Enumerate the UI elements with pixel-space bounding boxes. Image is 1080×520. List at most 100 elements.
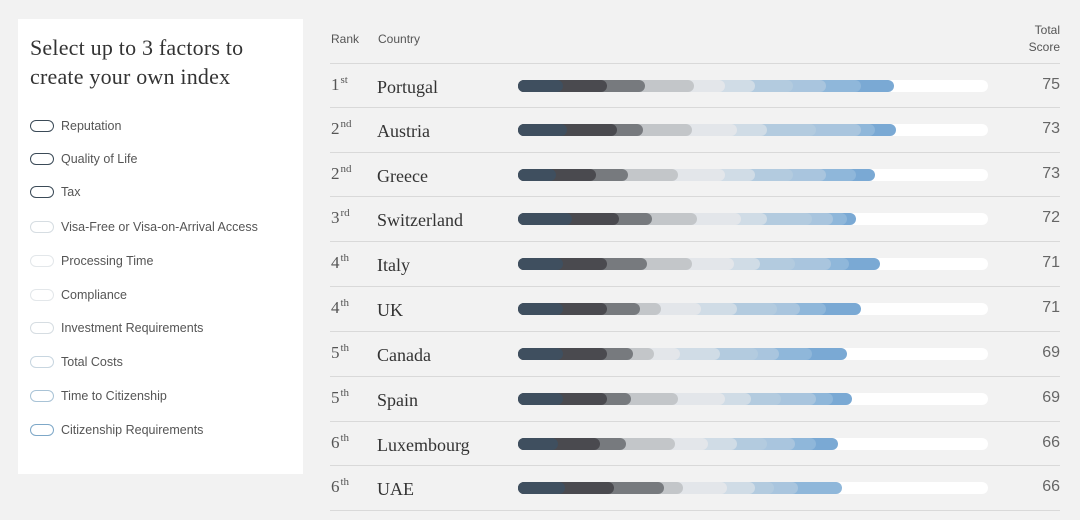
factor-toggle-citizenship-requirements[interactable]: Citizenship Requirements [30, 420, 203, 440]
total-score-cell: 66 [1042, 434, 1060, 451]
panel-title: Select up to 3 factors to create your ow… [30, 35, 244, 89]
rank-cell: 6th [331, 476, 350, 496]
table-row: 4th Italy 71 [330, 242, 1060, 287]
rank-cell: 6th [331, 432, 350, 452]
total-score-cell: 66 [1042, 478, 1060, 495]
total-score-cell: 72 [1042, 209, 1060, 226]
total-score-header-line2: Score [1028, 40, 1060, 54]
factor-toggle-tax[interactable]: Tax [30, 182, 80, 202]
row-divider [330, 465, 1060, 466]
country-cell: Austria [377, 121, 430, 141]
score-bar [518, 438, 988, 450]
rank-cell: 3rd [331, 207, 350, 227]
factor-label: Compliance [61, 288, 128, 302]
toggle-switch-icon[interactable] [30, 153, 54, 165]
score-bar-segment [518, 393, 563, 405]
row-divider [330, 241, 1060, 242]
country-cell: Italy [377, 255, 410, 275]
factor-toggle-total-costs[interactable]: Total Costs [30, 352, 123, 372]
country-cell: Portugal [377, 77, 438, 97]
score-bar-segment [518, 303, 563, 315]
factor-toggle-processing-time[interactable]: Processing Time [30, 251, 153, 271]
row-divider [330, 286, 1060, 287]
score-bar [518, 80, 988, 92]
score-bar [518, 258, 988, 270]
score-bar-segment [518, 348, 563, 360]
toggle-switch-icon[interactable] [30, 289, 54, 301]
country-column-header: Country [378, 32, 421, 46]
toggle-switch-icon[interactable] [30, 255, 54, 267]
factor-label: Reputation [61, 119, 122, 133]
row-divider [330, 376, 1060, 377]
country-cell: Luxembourg [377, 435, 470, 455]
total-score-column-header: Total Score [1029, 22, 1060, 56]
rank-cell: 5th [331, 342, 350, 362]
factor-toggle-reputation[interactable]: Reputation [30, 116, 121, 136]
score-bar [518, 393, 988, 405]
row-divider [330, 107, 1060, 108]
score-bar [518, 348, 988, 360]
score-bar-segment [518, 213, 573, 225]
factor-toggle-visa-access[interactable]: Visa-Free or Visa-on-Arrival Access [30, 217, 258, 237]
toggle-switch-icon[interactable] [30, 186, 54, 198]
score-bar-segment [518, 80, 563, 92]
score-bar-segment [518, 482, 565, 494]
factor-label: Processing Time [61, 254, 154, 268]
total-score-header-line1: Total [1034, 23, 1060, 37]
factor-toggle-time-to-citizenship[interactable]: Time to Citizenship [30, 386, 167, 406]
factor-label: Time to Citizenship [61, 389, 167, 403]
toggle-switch-icon[interactable] [30, 390, 54, 402]
row-divider [330, 331, 1060, 332]
toggle-switch-icon[interactable] [30, 322, 54, 334]
row-divider [330, 421, 1060, 422]
factor-label: Citizenship Requirements [61, 423, 204, 437]
table-row: 6th Luxembourg 66 [330, 422, 1060, 467]
rank-cell: 1st [331, 74, 348, 94]
score-bar [518, 124, 988, 136]
factor-toggle-compliance[interactable]: Compliance [30, 285, 127, 305]
factor-toggle-quality-of-life[interactable]: Quality of Life [30, 149, 137, 169]
rank-cell: 4th [331, 297, 350, 317]
total-score-cell: 73 [1042, 165, 1060, 182]
table-row: 1st Portugal 75 [330, 64, 1060, 109]
rank-cell: 2nd [331, 118, 352, 138]
score-bar [518, 303, 988, 315]
total-score-cell: 71 [1042, 299, 1060, 316]
score-bar [518, 213, 988, 225]
country-cell: UK [377, 300, 403, 320]
country-cell: Canada [377, 345, 431, 365]
score-bar [518, 482, 988, 494]
country-cell: Spain [377, 390, 419, 410]
country-cell: Switzerland [377, 210, 463, 230]
toggle-switch-icon[interactable] [30, 356, 54, 368]
toggle-switch-icon[interactable] [30, 221, 54, 233]
factor-label: Visa-Free or Visa-on-Arrival Access [61, 220, 258, 234]
total-score-cell: 75 [1042, 76, 1060, 93]
factor-label: Tax [61, 185, 81, 199]
toggle-switch-icon[interactable] [30, 424, 54, 436]
table-row: 6th UAE 66 [330, 466, 1060, 511]
table-row: 5th Canada 69 [330, 332, 1060, 377]
score-bar-segment [518, 438, 558, 450]
total-score-cell: 69 [1042, 344, 1060, 361]
total-score-cell: 69 [1042, 389, 1060, 406]
table-row: 2nd Greece 73 [330, 153, 1060, 198]
score-bar [518, 169, 988, 181]
score-bar-segment [518, 169, 556, 181]
rank-cell: 4th [331, 252, 350, 272]
rank-column-header: Rank [331, 32, 360, 46]
score-bar-segment [518, 124, 568, 136]
table-row: 3rd Switzerland 72 [330, 197, 1060, 242]
factor-label: Total Costs [61, 355, 123, 369]
table-row: 2nd Austria 73 [330, 108, 1060, 153]
row-divider [330, 510, 1060, 511]
factor-toggle-investment-requirements[interactable]: Investment Requirements [30, 318, 203, 338]
table-row: 5th Spain 69 [330, 377, 1060, 422]
table-row: 4th UK 71 [330, 287, 1060, 332]
score-bar-segment [518, 258, 563, 270]
total-score-cell: 73 [1042, 120, 1060, 137]
toggle-switch-icon[interactable] [30, 120, 54, 132]
rank-cell: 5th [331, 387, 350, 407]
factor-label: Investment Requirements [61, 321, 204, 335]
rank-cell: 2nd [331, 163, 352, 183]
